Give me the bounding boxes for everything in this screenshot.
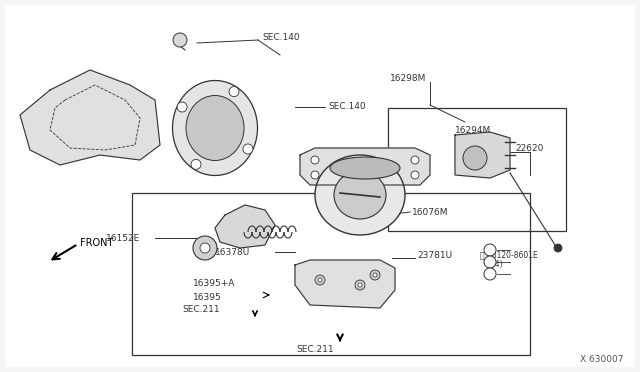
Text: 16294M: 16294M xyxy=(455,125,492,135)
Circle shape xyxy=(355,280,365,290)
Text: SEC.140: SEC.140 xyxy=(328,102,365,110)
Circle shape xyxy=(318,278,322,282)
Circle shape xyxy=(554,244,562,252)
Circle shape xyxy=(200,243,210,253)
Ellipse shape xyxy=(334,171,386,219)
Text: 23781U: 23781U xyxy=(417,250,452,260)
Polygon shape xyxy=(215,205,275,248)
Circle shape xyxy=(484,268,496,280)
Bar xyxy=(388,108,566,231)
Circle shape xyxy=(373,273,377,277)
Circle shape xyxy=(370,270,380,280)
Ellipse shape xyxy=(315,155,405,235)
Polygon shape xyxy=(455,132,510,178)
Text: SEC.211: SEC.211 xyxy=(296,346,334,355)
Text: SEC.140: SEC.140 xyxy=(262,32,300,42)
Circle shape xyxy=(243,144,253,154)
Text: 16378U: 16378U xyxy=(215,247,250,257)
Text: 22620: 22620 xyxy=(515,144,543,153)
Ellipse shape xyxy=(330,157,400,179)
Text: FRONT: FRONT xyxy=(80,238,113,248)
Ellipse shape xyxy=(173,80,257,176)
Text: X 630007: X 630007 xyxy=(580,356,623,365)
Circle shape xyxy=(229,87,239,97)
Text: SEC.211: SEC.211 xyxy=(182,305,220,314)
Text: 16076M: 16076M xyxy=(412,208,449,217)
Circle shape xyxy=(191,159,201,169)
Circle shape xyxy=(411,171,419,179)
Circle shape xyxy=(484,256,496,268)
Circle shape xyxy=(311,171,319,179)
Circle shape xyxy=(173,33,187,47)
Text: Ⓑ 08120-8601E: Ⓑ 08120-8601E xyxy=(480,250,538,260)
Text: (4): (4) xyxy=(487,260,502,269)
Circle shape xyxy=(193,236,217,260)
Circle shape xyxy=(411,156,419,164)
Text: 16395+A: 16395+A xyxy=(193,279,235,289)
Circle shape xyxy=(358,283,362,287)
Circle shape xyxy=(177,102,187,112)
Circle shape xyxy=(311,156,319,164)
Ellipse shape xyxy=(186,96,244,160)
Circle shape xyxy=(315,275,325,285)
Text: 16298M: 16298M xyxy=(390,74,426,83)
Bar xyxy=(132,193,530,355)
Polygon shape xyxy=(20,70,160,165)
Polygon shape xyxy=(295,260,395,308)
Text: 16395: 16395 xyxy=(193,294,222,302)
Circle shape xyxy=(484,244,496,256)
Circle shape xyxy=(463,146,487,170)
Text: 16152E: 16152E xyxy=(106,234,140,243)
Polygon shape xyxy=(300,148,430,185)
